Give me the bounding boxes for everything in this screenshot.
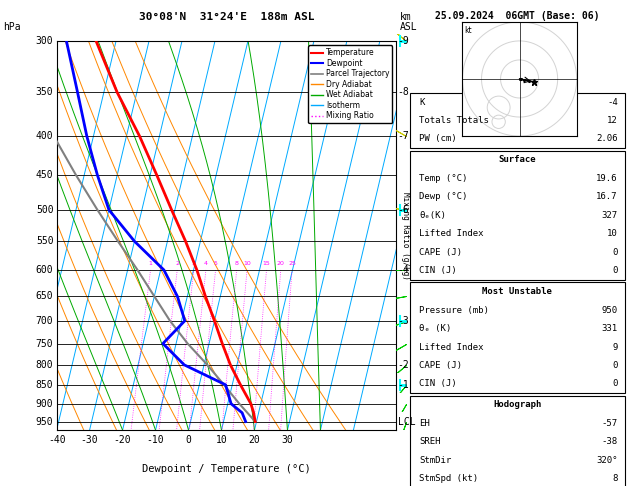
Text: Lifted Index: Lifted Index (419, 229, 484, 238)
Text: 30°08'N  31°24'E  188m ASL: 30°08'N 31°24'E 188m ASL (138, 12, 314, 22)
Text: 300: 300 (36, 36, 53, 46)
Text: -4: -4 (607, 98, 618, 106)
Text: 850: 850 (36, 380, 53, 390)
Text: K: K (419, 98, 425, 106)
Legend: Temperature, Dewpoint, Parcel Trajectory, Dry Adiabat, Wet Adiabat, Isotherm, Mi: Temperature, Dewpoint, Parcel Trajectory… (308, 45, 392, 123)
Text: 800: 800 (36, 360, 53, 370)
Text: Surface: Surface (499, 156, 536, 164)
Text: 950: 950 (36, 417, 53, 427)
Text: CAPE (J): CAPE (J) (419, 248, 462, 257)
Text: -10: -10 (147, 435, 164, 445)
Text: 320°: 320° (596, 456, 618, 465)
Text: 650: 650 (36, 292, 53, 301)
Bar (410, 93, 625, 148)
Text: 5: 5 (214, 261, 218, 266)
Text: 16.7: 16.7 (596, 192, 618, 201)
Text: 2: 2 (175, 261, 179, 266)
Text: -20: -20 (114, 435, 131, 445)
Text: θₑ(K): θₑ(K) (419, 211, 446, 220)
Bar (410, 282, 625, 393)
Text: Temp (°C): Temp (°C) (419, 174, 467, 183)
Text: 350: 350 (36, 87, 53, 97)
Text: 1: 1 (148, 261, 152, 266)
Text: 0: 0 (613, 380, 618, 388)
Text: -8: -8 (398, 87, 409, 97)
Text: Hodograph: Hodograph (493, 400, 542, 409)
Text: -57: -57 (602, 419, 618, 428)
Text: -40: -40 (48, 435, 65, 445)
Text: ASL: ASL (399, 22, 417, 32)
Text: 400: 400 (36, 131, 53, 141)
Text: 12: 12 (607, 116, 618, 125)
Text: 30: 30 (282, 435, 293, 445)
Text: 8: 8 (235, 261, 238, 266)
Text: Dewpoint / Temperature (°C): Dewpoint / Temperature (°C) (142, 464, 311, 474)
Text: -2: -2 (398, 360, 409, 370)
Text: 15: 15 (263, 261, 270, 266)
Text: StmSpd (kt): StmSpd (kt) (419, 474, 478, 483)
Text: 25: 25 (288, 261, 296, 266)
Text: Totals Totals: Totals Totals (419, 116, 489, 125)
Text: 10: 10 (607, 229, 618, 238)
Text: 19.6: 19.6 (596, 174, 618, 183)
Text: EH: EH (419, 419, 430, 428)
Text: 25.09.2024  06GMT (Base: 06): 25.09.2024 06GMT (Base: 06) (435, 11, 599, 21)
Text: Dewp (°C): Dewp (°C) (419, 192, 467, 201)
Text: 950: 950 (602, 306, 618, 314)
Text: -30: -30 (81, 435, 98, 445)
Text: -4: -4 (398, 265, 409, 275)
Text: PW (cm): PW (cm) (419, 135, 457, 143)
Text: Pressure (mb): Pressure (mb) (419, 306, 489, 314)
Text: 500: 500 (36, 205, 53, 215)
Text: 3: 3 (192, 261, 196, 266)
Text: © weatheronline.co.uk: © weatheronline.co.uk (469, 472, 566, 481)
Text: 750: 750 (36, 339, 53, 348)
Text: 327: 327 (602, 211, 618, 220)
Text: -9: -9 (398, 36, 409, 46)
Text: 550: 550 (36, 236, 53, 246)
Text: CIN (J): CIN (J) (419, 380, 457, 388)
Text: 0: 0 (613, 248, 618, 257)
Text: 900: 900 (36, 399, 53, 409)
Text: -7: -7 (398, 131, 409, 141)
Text: SREH: SREH (419, 437, 440, 446)
Text: 20: 20 (248, 435, 260, 445)
Text: 331: 331 (602, 324, 618, 333)
Text: LCL: LCL (398, 417, 415, 427)
Text: 0: 0 (186, 435, 191, 445)
Text: 450: 450 (36, 170, 53, 180)
Text: 10: 10 (243, 261, 251, 266)
Text: 0: 0 (613, 266, 618, 275)
Text: CAPE (J): CAPE (J) (419, 361, 462, 370)
Text: -38: -38 (602, 437, 618, 446)
Text: 9: 9 (613, 343, 618, 351)
Text: Mixing Ratio (g/kg): Mixing Ratio (g/kg) (401, 192, 410, 279)
Text: 4: 4 (204, 261, 208, 266)
Text: 20: 20 (277, 261, 285, 266)
Text: hPa: hPa (3, 22, 21, 32)
Text: -3: -3 (398, 316, 409, 326)
Text: 600: 600 (36, 265, 53, 275)
Text: 2.06: 2.06 (596, 135, 618, 143)
Text: θₑ (K): θₑ (K) (419, 324, 452, 333)
Text: CIN (J): CIN (J) (419, 266, 457, 275)
Bar (410, 151, 625, 280)
Text: 0: 0 (613, 361, 618, 370)
Text: km: km (399, 12, 411, 22)
Text: Most Unstable: Most Unstable (482, 287, 552, 296)
Text: Lifted Index: Lifted Index (419, 343, 484, 351)
Text: -6: -6 (398, 205, 409, 215)
Text: 700: 700 (36, 316, 53, 326)
Text: StmDir: StmDir (419, 456, 452, 465)
Text: 8: 8 (613, 474, 618, 483)
Text: -1: -1 (398, 380, 409, 390)
Bar (410, 396, 625, 486)
Text: 10: 10 (216, 435, 227, 445)
